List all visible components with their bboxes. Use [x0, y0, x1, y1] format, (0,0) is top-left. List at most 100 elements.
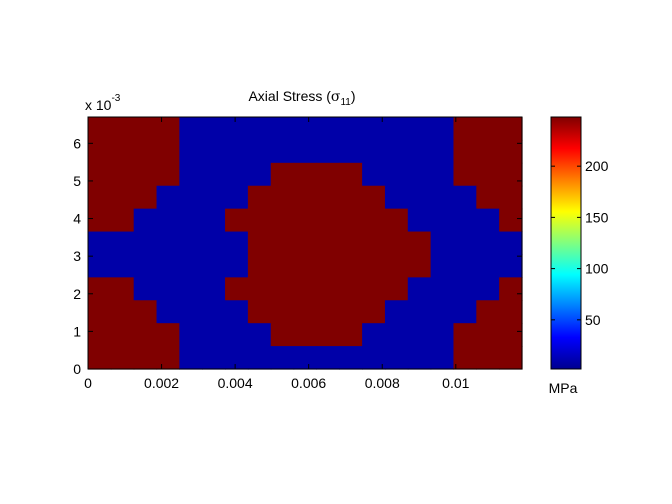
heatmap-cell-low	[339, 346, 363, 370]
x-tick-label: 0.004	[218, 375, 253, 391]
heatmap-cell-high	[499, 208, 523, 233]
heatmap-cell-low	[202, 346, 226, 370]
sigma-symbol: σ	[331, 89, 341, 105]
heatmap-cell-low	[407, 117, 432, 141]
heatmap-cell-low	[133, 231, 158, 256]
heatmap-cell-low	[430, 277, 455, 301]
heatmap-cell-low	[407, 162, 432, 187]
heatmap-cell-low	[202, 300, 226, 324]
heatmap-cell-low	[156, 231, 180, 256]
heatmap-cell-low	[225, 300, 249, 324]
colorbar-tick-label: 150	[585, 209, 609, 225]
heatmap-cell-low	[202, 254, 226, 278]
heatmap-cell-low	[202, 208, 226, 233]
heatmap-cell-high	[316, 185, 340, 210]
heatmap-cell-high	[384, 277, 409, 301]
heatmap-cell-high	[453, 162, 477, 187]
heatmap-cell-high	[293, 254, 318, 278]
heatmap-cell-high	[133, 185, 158, 210]
heatmap-cells	[88, 117, 523, 370]
heatmap-cell-high	[407, 254, 432, 278]
heatmap-cell-low	[407, 300, 432, 324]
heatmap-cell-low	[270, 117, 295, 141]
heatmap-cell-low	[179, 162, 203, 187]
colorbar-gradient	[551, 117, 581, 369]
heatmap-cell-low	[247, 346, 272, 370]
heatmap-cell-high	[293, 231, 318, 256]
heatmap-cell-low	[179, 231, 203, 256]
heatmap-cell-high	[316, 277, 340, 301]
heatmap-cell-high	[339, 254, 363, 278]
heatmap-cell-high	[270, 323, 295, 347]
heatmap-cell-low	[430, 231, 455, 256]
title-subscript: 11	[340, 97, 351, 108]
heatmap-cell-high	[499, 277, 523, 301]
heatmap-cell-high	[362, 231, 386, 256]
heatmap-cell-high	[316, 323, 340, 347]
heatmap-cell-low	[362, 323, 386, 347]
y-tick-label: 3	[73, 248, 81, 264]
heatmap-cell-high	[293, 300, 318, 324]
colorbar-tick-label: 100	[585, 261, 609, 277]
heatmap-cell-low	[88, 254, 112, 278]
heatmap-cell-low	[225, 346, 249, 370]
heatmap-cell-low	[453, 254, 477, 278]
heatmap-cell-low	[225, 117, 249, 141]
heatmap-cell-low	[384, 346, 409, 370]
y-axis: 0 1 2 3 4 5 6	[73, 135, 522, 377]
heatmap-cell-high	[270, 208, 295, 233]
heatmap-cell-low	[156, 300, 180, 324]
heatmap-cell-high	[316, 254, 340, 278]
heatmap-cell-low	[293, 346, 318, 370]
heatmap-cell-low	[156, 254, 180, 278]
heatmap-cell-high	[88, 300, 112, 324]
plot-frame	[87, 116, 523, 370]
colorbar-unit-label: MPa	[549, 380, 578, 396]
heatmap-cell-low	[430, 139, 455, 164]
heatmap-cell-high	[316, 231, 340, 256]
heatmap-cell-low	[225, 254, 249, 278]
heatmap-cell-high	[293, 162, 318, 187]
heatmap-cell-low	[384, 323, 409, 347]
heatmap-cell-low	[384, 185, 409, 210]
heatmap-cell-high	[133, 323, 158, 347]
heatmap-cell-high	[384, 254, 409, 278]
heatmap-cell-low	[384, 300, 409, 324]
heatmap-cell-high	[293, 323, 318, 347]
heatmap-cell-high	[476, 323, 500, 347]
heatmap-cell-low	[430, 162, 455, 187]
heatmap-cell-low	[202, 323, 226, 347]
heatmap-cell-high	[88, 323, 112, 347]
heatmap-cell-low	[339, 117, 363, 141]
heatmap-cell-high	[293, 277, 318, 301]
heatmap-cell-high	[453, 346, 477, 370]
heatmap-cell-high	[156, 117, 180, 141]
heatmap-cell-high	[362, 277, 386, 301]
heatmap-cell-low	[453, 277, 477, 301]
heatmap-cell-low	[179, 254, 203, 278]
heatmap-cell-low	[179, 117, 203, 141]
colorbar-frame	[550, 116, 582, 370]
heatmap-cell-low	[430, 185, 455, 210]
heatmap-cell-low	[225, 139, 249, 164]
heatmap-cell-low	[293, 139, 318, 164]
heatmap-cell-low	[225, 185, 249, 210]
heatmap-cell-high	[339, 277, 363, 301]
heatmap-cell-high	[362, 300, 386, 324]
heatmap-cell-high	[110, 139, 135, 164]
heatmap-cell-low	[270, 346, 295, 370]
heatmap-cell-low	[225, 162, 249, 187]
heatmap-cell-low	[202, 162, 226, 187]
heatmap-cell-low	[202, 117, 226, 141]
heatmap-cell-low	[316, 346, 340, 370]
heatmap-cell-high	[270, 254, 295, 278]
heatmap-cell-low	[179, 277, 203, 301]
heatmap-cell-high	[88, 277, 112, 301]
heatmap-cell-high	[339, 231, 363, 256]
heatmap-cell-high	[499, 300, 523, 324]
heatmap-cell-low	[179, 185, 203, 210]
heatmap-cell-low	[384, 162, 409, 187]
heatmap-cell-low	[407, 139, 432, 164]
heatmap-cell-high	[499, 185, 523, 210]
